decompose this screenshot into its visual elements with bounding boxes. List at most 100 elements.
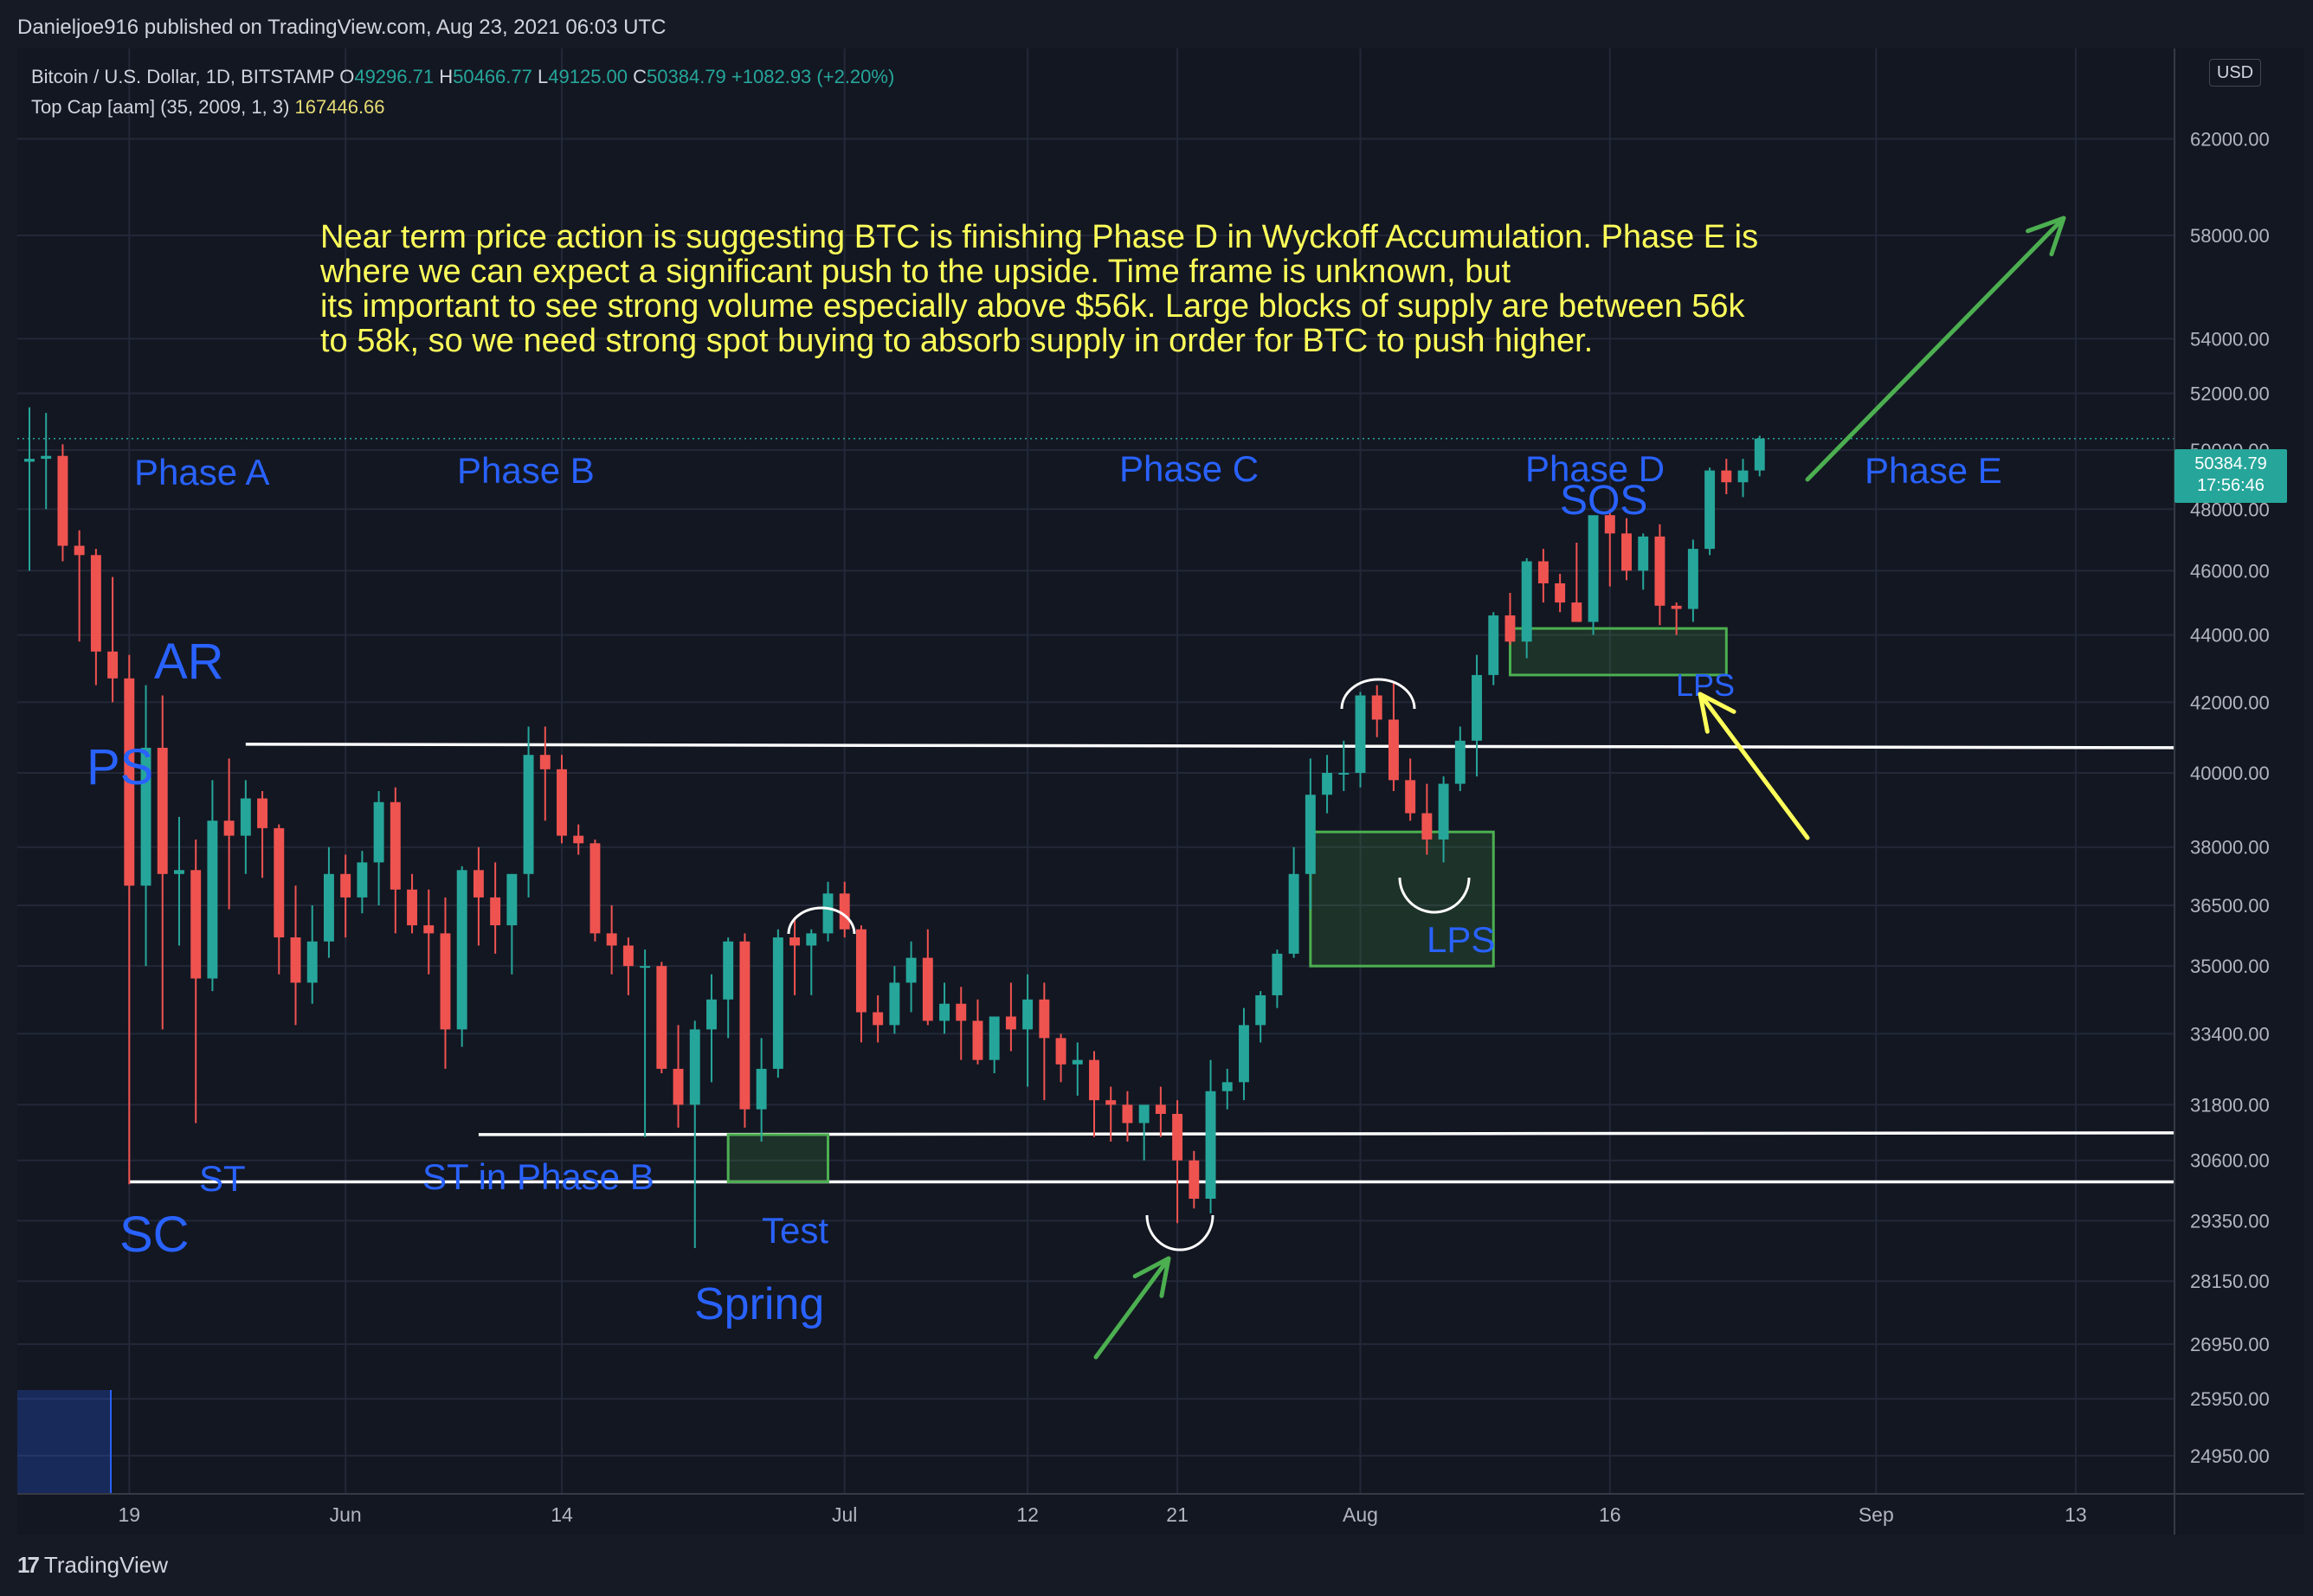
price-tick-label: 30600.00 [2190, 1150, 2270, 1172]
candle-body [506, 873, 518, 926]
price-tick-label: 33400.00 [2190, 1023, 2270, 1045]
candle-body [1438, 783, 1449, 840]
price-tick-label: 31800.00 [2190, 1094, 2270, 1116]
candle-body [1521, 561, 1532, 642]
candle-body [1388, 719, 1399, 781]
candle-body [390, 801, 401, 890]
time-tick-label: 14 [551, 1503, 573, 1526]
candle-body [1022, 999, 1034, 1030]
sc-label: SC [119, 1207, 190, 1263]
candle-body [1537, 561, 1549, 583]
candle-body [839, 893, 850, 930]
candle-body [223, 821, 235, 836]
candle-body [1371, 695, 1382, 720]
candle-body [373, 801, 384, 863]
candle-body [357, 862, 368, 898]
axes: 24950.00 25950.00 26950.00 28150.00 29350.00… [17, 48, 2304, 1535]
test-box [726, 1133, 829, 1183]
lps-box-2 [1508, 627, 1728, 677]
candle-body [1338, 772, 1350, 775]
time-tick-label: 19 [119, 1503, 141, 1526]
candle-body [656, 966, 667, 1069]
candle-body [1454, 740, 1466, 784]
candle-body [1704, 470, 1716, 550]
ps-label: PS [87, 739, 153, 795]
range-resistance-line [245, 743, 2175, 750]
candle-body [1172, 1113, 1183, 1161]
last-price: 50384.79 [2194, 454, 2267, 473]
candle-body [772, 937, 783, 1069]
candle-body [972, 1020, 983, 1060]
candle-body [1155, 1104, 1166, 1114]
candle-body [573, 835, 584, 844]
last-price-tag: 50384.79 17:56:46 [2174, 449, 2287, 503]
lps-label-1: LPS [1427, 919, 1495, 960]
high-value: 50466.77 [453, 66, 532, 87]
symbol-name: Bitcoin / U.S. Dollar, 1D, BITSTAMP [31, 66, 335, 87]
candle-body [1654, 536, 1665, 606]
candle-body [756, 1068, 767, 1110]
candle-body [207, 821, 218, 979]
lps-top-arc [1340, 678, 1416, 710]
candle-body [74, 545, 85, 556]
price-tick-label: 26950.00 [2190, 1334, 2270, 1355]
candle-body [290, 937, 301, 983]
test-label: Test [762, 1210, 828, 1251]
candle-body [240, 798, 251, 836]
candle-body [789, 937, 801, 946]
candle-body [57, 455, 68, 546]
candle-body [855, 929, 867, 1013]
spring-up-arrow [1093, 1256, 1171, 1360]
tradingview-logo-icon: 17 [17, 1552, 40, 1578]
time-tick-label: Jun [330, 1503, 362, 1526]
candle-body [1671, 605, 1682, 609]
candle-body [1039, 999, 1050, 1039]
phase-c-label: Phase C [1119, 448, 1259, 489]
candle-body [24, 459, 35, 462]
price-tick-label: 54000.00 [2190, 328, 2270, 350]
note-line: Near term price action is suggesting BTC… [320, 219, 1758, 255]
candle-body [1122, 1104, 1133, 1123]
candle-body [1055, 1038, 1066, 1065]
candle-body [706, 999, 717, 1030]
candle-body [1504, 615, 1516, 642]
candle-body [1721, 470, 1732, 483]
close-label: C [633, 66, 648, 87]
candles [24, 407, 1765, 1249]
candle-body [124, 678, 135, 886]
price-tick-label: 29350.00 [2190, 1210, 2270, 1232]
candle-body [1472, 674, 1482, 741]
candle-body [1754, 438, 1765, 471]
candle-body [1272, 953, 1283, 995]
price-tick-label: 24950.00 [2190, 1445, 2270, 1467]
brand-name: TradingView [43, 1552, 168, 1578]
candle-body [1239, 1025, 1249, 1083]
grid [17, 48, 2174, 1494]
candle-body [622, 945, 634, 967]
phase-e-up-arrow-head [2026, 216, 2066, 257]
phase-a-label: Phase A [134, 452, 269, 492]
candle-body [41, 455, 52, 460]
candle-body [1588, 515, 1599, 622]
footer [0, 1535, 2313, 1596]
candle-body [1189, 1160, 1200, 1199]
lps-pointer-arrow-head [1698, 692, 1736, 734]
currency-badge[interactable]: USD [2209, 59, 2261, 87]
high-label: H [439, 66, 454, 87]
candle-body [1221, 1082, 1233, 1091]
candle-body [490, 897, 501, 926]
indicator-legend: Top Cap [aam] (35, 2009, 1, 3) 167446.66 [31, 96, 385, 119]
ar-label: AR [154, 634, 224, 690]
price-tick-label: 42000.00 [2190, 692, 2270, 713]
lps-bottom-arc [1398, 877, 1471, 914]
candle-body [1105, 1100, 1117, 1105]
spring-up-arrow-head [1132, 1256, 1171, 1298]
time-tick-label: Aug [1343, 1503, 1378, 1526]
tradingview-logo[interactable]: 17 TradingView [17, 1552, 168, 1579]
candle-body [1638, 536, 1649, 571]
candle-body [407, 889, 417, 926]
candle-body [889, 982, 900, 1026]
candle-body [190, 870, 202, 979]
